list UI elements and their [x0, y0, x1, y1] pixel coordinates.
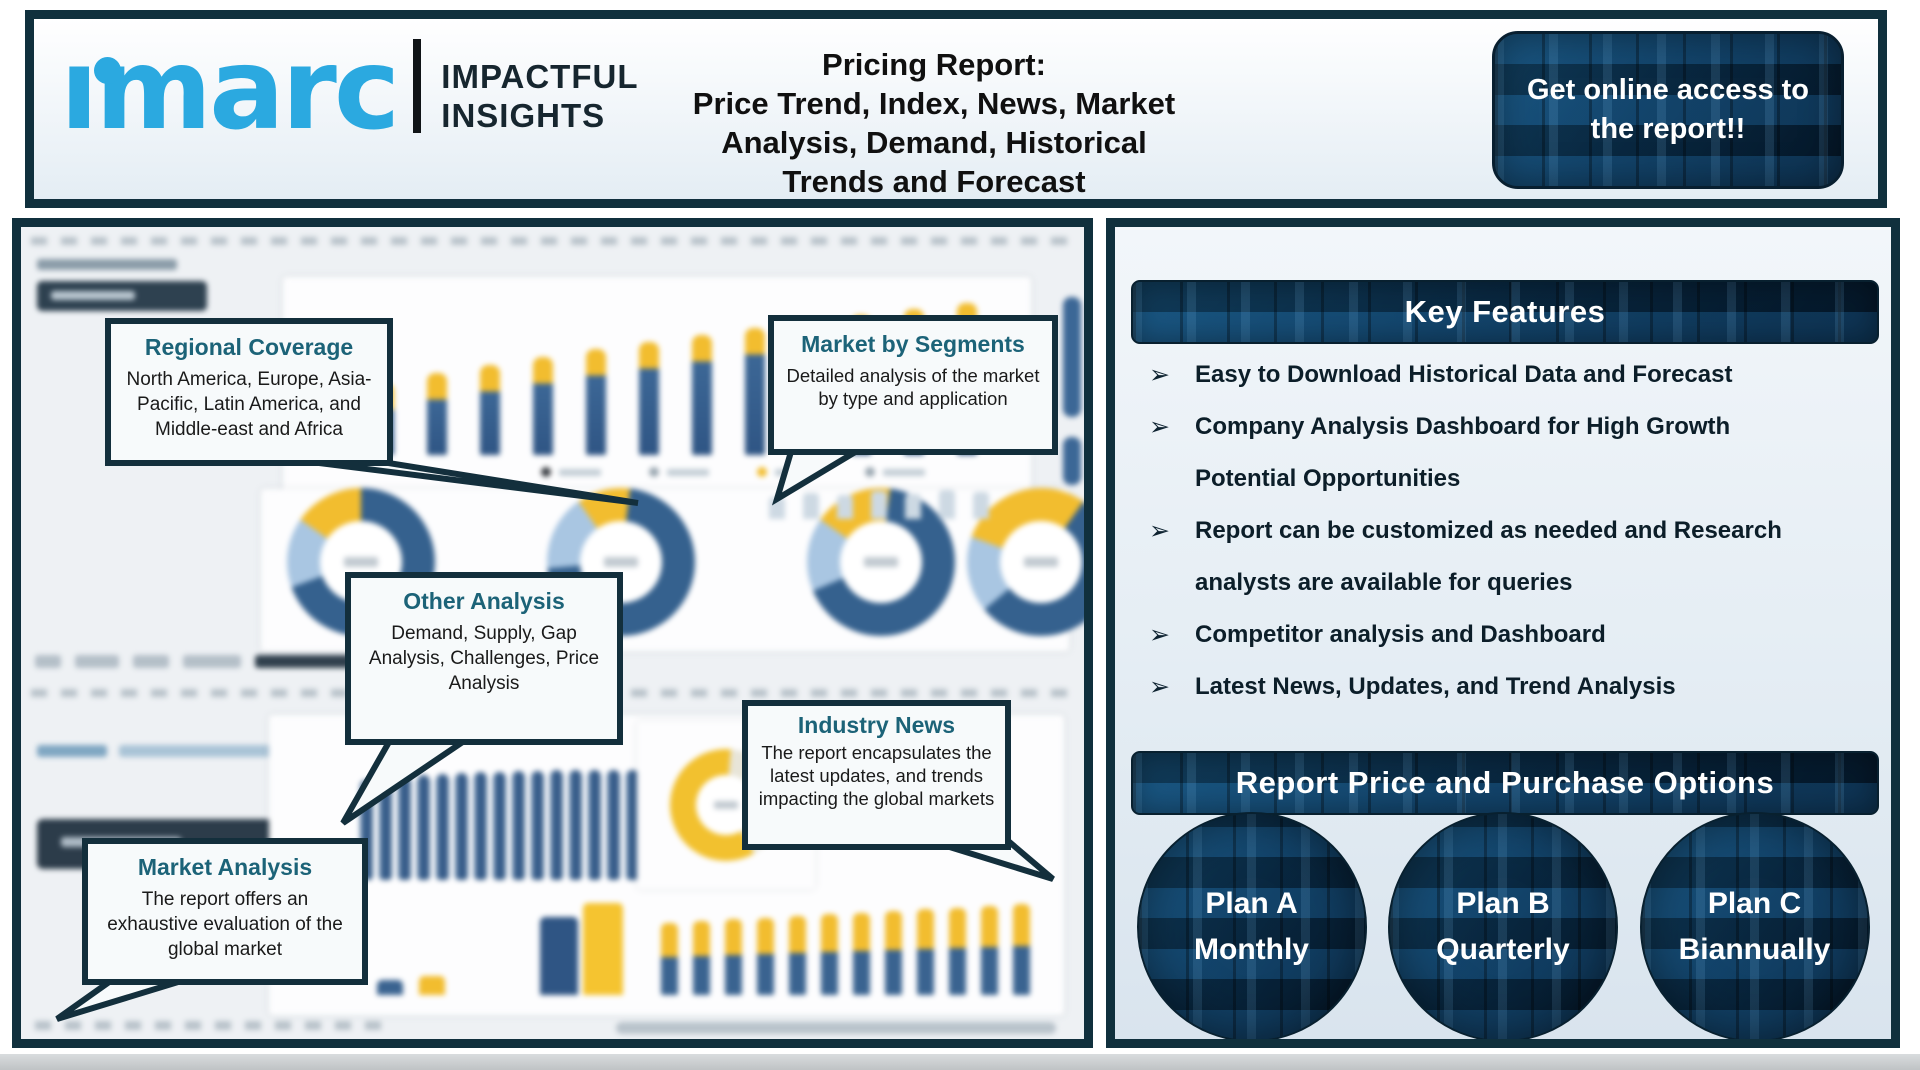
plan-period: Biannually: [1678, 933, 1831, 966]
arrow-bullet-icon: ➢: [1149, 621, 1170, 649]
callout-body: Demand, Supply, Gap Analysis, Challenges…: [368, 623, 600, 694]
logo-text: ımarc: [60, 25, 400, 155]
features-panel: Key Features ➢ Easy to Download Historic…: [1106, 218, 1900, 1048]
key-features-heading-bar: Key Features: [1131, 280, 1879, 344]
pricing-heading-bar: Report Price and Purchase Options: [1131, 751, 1879, 815]
toolbar-dashes: [31, 237, 1071, 245]
arrow-bullet-icon: ➢: [1149, 517, 1170, 545]
callout-other-analysis: Other Analysis Demand, Supply, Gap Analy…: [345, 572, 623, 745]
chart-legend: [541, 467, 925, 477]
callout-body: Detailed analysis of the market by type …: [786, 365, 1040, 409]
title-line: Price Trend, Index, News, Market: [692, 86, 1176, 121]
feature-text: Competitor analysis and Dashboard: [1195, 621, 1606, 648]
callout-title: Market Analysis: [137, 854, 313, 880]
title-line: Pricing Report:: [822, 47, 1046, 82]
feature-item: ➢ Latest News, Updates, and Trend Analys…: [1149, 661, 1865, 713]
feature-text: Company Analysis Dashboard for High Grow…: [1195, 413, 1731, 492]
faint-bars: [769, 489, 989, 519]
plan-a-circle[interactable]: Plan A Monthly: [1136, 812, 1367, 1039]
plan-period: Quarterly: [1436, 933, 1570, 966]
page-bottom-strip: [0, 1054, 1920, 1070]
arrow-bullet-icon: ➢: [1149, 361, 1170, 389]
stacked-bar-chart: [661, 895, 1030, 995]
imarc-logo: ımarc IMPACTFUL INSIGHTS: [60, 21, 638, 159]
plan-name: Plan B: [1456, 887, 1550, 920]
pricing-heading: Report Price and Purchase Options: [1235, 765, 1775, 800]
callout-market-by-segments: Market by Segments Detailed analysis of …: [768, 315, 1058, 455]
page-title: Pricing Report: Price Trend, Index, News…: [614, 45, 1254, 201]
logo-divider: [413, 39, 422, 133]
blurred-link: [37, 745, 107, 757]
callout-industry-news: Industry News The report encapsulates th…: [742, 700, 1011, 850]
tagline-line2: INSIGHTS: [441, 97, 606, 134]
arrow-bullet-icon: ➢: [1149, 673, 1170, 701]
callout-body: The report encapsulates the latest updat…: [758, 742, 995, 809]
feature-item: ➢ Competitor analysis and Dashboard: [1149, 609, 1865, 661]
logo-tagline: IMPACTFUL INSIGHTS: [441, 57, 638, 135]
feature-item: ➢ Report can be customized as needed and…: [1149, 505, 1865, 609]
logo-dot-icon: [94, 57, 121, 84]
feature-text: Report can be customized as needed and R…: [1195, 517, 1782, 596]
blurred-link-2: [119, 745, 304, 757]
plan-name: Plan A: [1205, 887, 1298, 920]
blurred-button-text: [51, 291, 135, 300]
plan-c-circle[interactable]: Plan C Biannually: [1639, 812, 1870, 1039]
key-features-heading: Key Features: [1404, 294, 1606, 329]
callout-body: North America, Europe, Asia-Pacific, Lat…: [126, 369, 372, 440]
arrow-bullet-icon: ➢: [1149, 413, 1170, 441]
key-features-list: ➢ Easy to Download Historical Data and F…: [1149, 349, 1865, 713]
title-line: Analysis, Demand, Historical: [721, 125, 1147, 160]
callout-market-analysis: Market Analysis The report offers an exh…: [82, 838, 368, 985]
blurred-label: [37, 259, 177, 270]
callout-title: Market by Segments: [801, 331, 1025, 357]
plan-period: Monthly: [1194, 933, 1309, 966]
plan-name: Plan C: [1707, 887, 1802, 920]
plan-b-circle[interactable]: Plan B Quarterly: [1388, 812, 1618, 1039]
callout-title: Industry News: [797, 712, 956, 738]
feature-item: ➢ Easy to Download Historical Data and F…: [1149, 349, 1865, 401]
feature-item: ➢ Company Analysis Dashboard for High Gr…: [1149, 401, 1865, 505]
bottom-tabs-dashes: [35, 1021, 385, 1030]
callout-title: Other Analysis: [403, 588, 565, 614]
dashboard-panel: Regional Coverage North America, Europe,…: [12, 218, 1093, 1048]
get-access-button[interactable]: Get online access to the report!!: [1492, 31, 1844, 189]
feature-text: Latest News, Updates, and Trend Analysis: [1195, 673, 1676, 700]
callout-title: Regional Coverage: [144, 334, 354, 360]
callout-regional-coverage: Regional Coverage North America, Europe,…: [105, 318, 393, 466]
header: ımarc IMPACTFUL INSIGHTS Pricing Report:…: [25, 10, 1887, 208]
callout-body: The report offers an exhaustive evaluati…: [107, 889, 343, 960]
scrollbar[interactable]: [616, 1022, 1056, 1034]
tagline-line1: IMPACTFUL: [441, 58, 639, 95]
dense-bar-chart: [360, 770, 658, 880]
title-line: Trends and Forecast: [782, 164, 1086, 199]
feature-text: Easy to Download Historical Data and For…: [1195, 361, 1733, 388]
plan-options: Plan A Monthly Plan B Quarterly Plan C B…: [1115, 812, 1891, 1039]
